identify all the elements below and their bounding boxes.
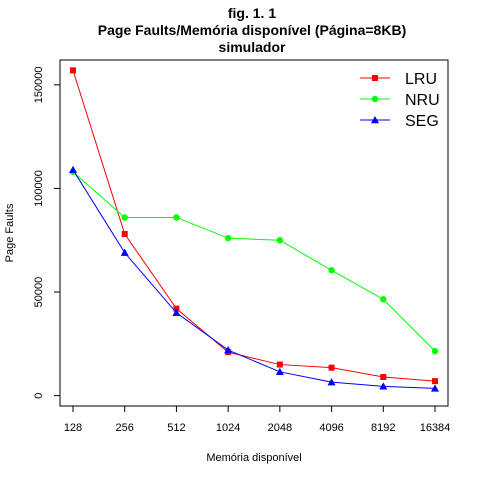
- legend-item-lru: LRU: [360, 71, 437, 88]
- legend-label-seg: SEG: [405, 113, 439, 130]
- legend-item-nru: NRU: [360, 92, 440, 109]
- x-tick-label-128: 128: [64, 422, 82, 434]
- x-tick-label-256: 256: [116, 422, 134, 434]
- x-axis: 128 256 512 1024 2048 4096 8192 16384: [64, 406, 450, 434]
- y-tick-label-50000: 50000: [33, 277, 45, 308]
- chart-title-block: fig. 1. 1 Page Faults/Memória disponível…: [98, 5, 406, 55]
- point-lru-4096: [328, 364, 335, 371]
- point-nru-8192: [380, 296, 387, 303]
- y-tick-label-150000: 150000: [33, 67, 45, 104]
- x-tick-label-8192: 8192: [371, 422, 395, 434]
- plot-area-frame: [59, 59, 449, 407]
- legend-label-nru: NRU: [405, 92, 440, 109]
- point-seg-16384: [431, 384, 439, 392]
- point-nru-1024: [224, 234, 232, 242]
- x-axis-label: Memória disponível: [206, 452, 301, 464]
- point-lru-128: [70, 67, 76, 74]
- point-lru-8192: [380, 373, 387, 380]
- series-nru: [69, 168, 439, 355]
- point-nru-2048: [276, 237, 284, 244]
- point-seg-4096: [327, 378, 336, 386]
- x-tick-label-1024: 1024: [216, 422, 240, 434]
- point-seg-2048: [275, 367, 284, 376]
- x-tick-label-2048: 2048: [268, 422, 292, 434]
- legend: LRU NRU SEG: [360, 71, 440, 130]
- point-nru-16384: [431, 347, 439, 355]
- point-seg-512: [172, 308, 181, 316]
- y-tick-label-100000: 100000: [33, 170, 45, 207]
- x-tick-label-4096: 4096: [319, 422, 343, 434]
- point-lru-512: [173, 305, 180, 312]
- series-line-seg: [72, 169, 436, 389]
- x-tick-label-16384: 16384: [420, 422, 451, 434]
- point-nru-256: [121, 214, 128, 221]
- legend-label-lru: LRU: [405, 71, 437, 88]
- point-lru-256: [121, 231, 128, 238]
- legend-item-seg: SEG: [360, 113, 439, 130]
- chart-title-line-2: Page Faults/Memória disponível (Página=8…: [98, 22, 406, 38]
- legend-marker-nru: [371, 95, 379, 103]
- point-seg-8192: [379, 382, 388, 390]
- y-axis: 0 50000 100000 150000: [33, 67, 60, 399]
- chart-title-line-3: simulador: [219, 39, 286, 55]
- point-seg-1024: [224, 346, 233, 354]
- point-nru-4096: [328, 267, 335, 274]
- point-lru-16384: [432, 378, 438, 385]
- legend-marker-seg: [371, 116, 379, 124]
- series-seg: [69, 165, 439, 392]
- series-line-nru: [72, 171, 436, 352]
- series-layer: [69, 67, 439, 392]
- point-seg-256: [120, 248, 129, 256]
- chart-title-line-1: fig. 1. 1: [228, 5, 276, 21]
- x-tick-label-512: 512: [167, 422, 185, 434]
- point-nru-512: [173, 214, 180, 221]
- y-axis-label: Page Faults: [4, 203, 16, 262]
- point-seg-128: [69, 165, 77, 174]
- series-line-lru: [72, 70, 436, 382]
- series-lru: [70, 67, 438, 385]
- point-lru-2048: [276, 361, 283, 368]
- y-tick-label-0: 0: [33, 393, 45, 399]
- legend-marker-lru: [372, 75, 378, 81]
